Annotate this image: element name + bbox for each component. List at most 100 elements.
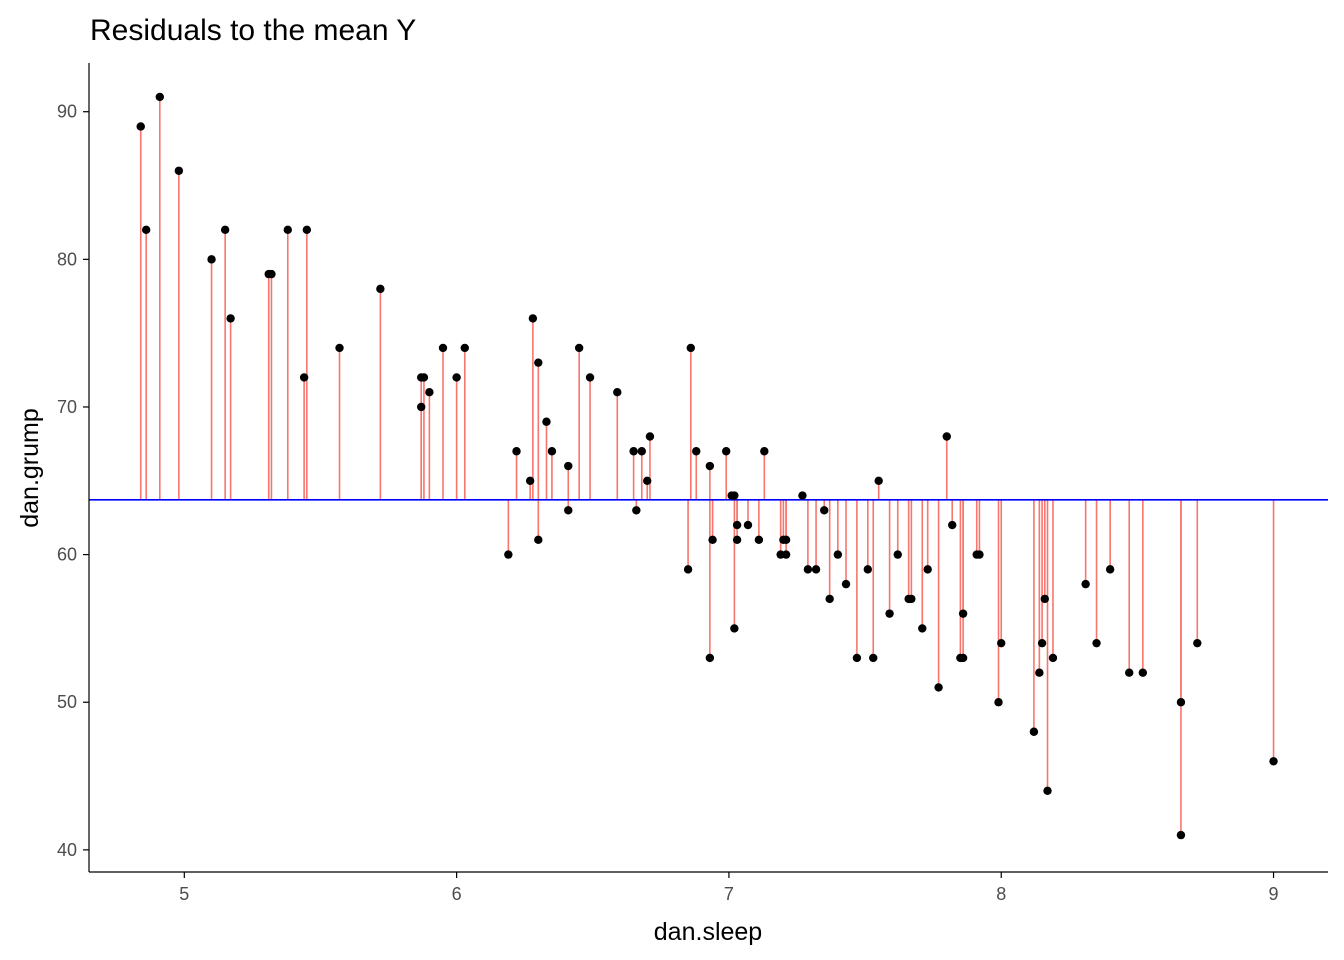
- data-point: [934, 683, 943, 692]
- data-point: [376, 284, 385, 294]
- data-point: [528, 314, 538, 323]
- data-point: [874, 476, 883, 485]
- data-point: [141, 225, 151, 235]
- data-point: [629, 447, 638, 456]
- data-point: [564, 506, 573, 515]
- data-point: [852, 653, 862, 663]
- data-point: [504, 550, 513, 559]
- data-point: [798, 491, 807, 500]
- residual-segments: [139, 96, 1275, 836]
- data-point: [632, 506, 641, 515]
- data-point: [1092, 638, 1101, 648]
- y-axis-ticks: 40 50 60 70 80 90: [57, 102, 89, 860]
- data-point: [220, 225, 230, 235]
- data-point: [1138, 668, 1148, 677]
- x-tick-label: 6: [452, 884, 462, 904]
- data-point: [425, 388, 434, 397]
- data-point: [885, 609, 894, 618]
- data-point: [686, 343, 695, 353]
- data-point: [833, 550, 843, 559]
- x-tick-label: 7: [724, 884, 734, 904]
- data-point: [923, 565, 932, 574]
- data-point: [207, 255, 216, 264]
- y-tick-label: 40: [57, 840, 77, 860]
- data-point: [1048, 653, 1058, 663]
- data-point: [692, 447, 701, 456]
- y-tick-label: 80: [57, 249, 77, 269]
- data-point: [705, 653, 715, 663]
- data-point: [743, 520, 753, 530]
- data-point: [732, 535, 742, 545]
- data-point: [1037, 638, 1047, 648]
- y-axis-title: dan.grump: [16, 408, 44, 528]
- x-tick-label: 5: [179, 884, 189, 904]
- data-point: [525, 476, 535, 485]
- data-point: [136, 122, 145, 131]
- data-point: [994, 698, 1003, 707]
- data-point: [1029, 727, 1039, 736]
- data-point: [1193, 638, 1202, 648]
- data-point: [708, 535, 717, 545]
- data-point: [267, 269, 276, 279]
- data-point: [1040, 594, 1050, 604]
- data-point: [283, 225, 292, 235]
- data-point: [613, 388, 622, 397]
- data-point: [730, 491, 739, 500]
- data-point: [820, 506, 829, 515]
- data-point: [637, 447, 646, 456]
- x-axis-ticks: 5 6 7 8 9: [179, 872, 1279, 904]
- data-point: [1269, 757, 1278, 766]
- data-point: [893, 550, 902, 559]
- data-point: [730, 624, 739, 633]
- data-point: [705, 461, 715, 471]
- data-point: [811, 565, 821, 574]
- data-point: [1043, 786, 1052, 796]
- data-point: [1081, 579, 1090, 589]
- data-point: [643, 476, 652, 485]
- data-point: [1176, 698, 1186, 707]
- data-point: [907, 594, 916, 604]
- data-point: [863, 565, 872, 574]
- data-point: [585, 373, 595, 382]
- x-tick-label: 9: [1269, 884, 1279, 904]
- data-point: [335, 343, 344, 353]
- data-point: [534, 358, 543, 367]
- data-point: [683, 565, 693, 574]
- data-point: [564, 461, 573, 471]
- data-point: [754, 535, 764, 545]
- data-point: [781, 550, 791, 559]
- data-point: [918, 624, 927, 633]
- x-tick-label: 8: [996, 884, 1006, 904]
- data-point: [542, 417, 551, 426]
- data-point: [452, 373, 461, 382]
- chart-title: Residuals to the mean Y: [90, 14, 416, 47]
- data-point: [419, 373, 429, 382]
- data-point: [722, 447, 731, 456]
- data-point: [1105, 565, 1115, 574]
- data-point: [174, 166, 184, 175]
- data-point: [1176, 830, 1186, 840]
- data-point: [841, 579, 851, 589]
- data-point: [645, 432, 655, 441]
- data-point: [438, 343, 448, 353]
- data-point: [958, 653, 968, 663]
- data-point: [825, 594, 834, 604]
- data-point: [948, 520, 957, 530]
- y-tick-label: 60: [57, 545, 77, 565]
- data-point: [574, 343, 584, 353]
- x-axis-title: dan.sleep: [654, 918, 762, 946]
- data-point: [534, 535, 543, 545]
- data-point: [417, 402, 426, 412]
- data-point: [958, 609, 968, 618]
- data-point: [302, 225, 312, 235]
- data-point: [732, 520, 742, 530]
- data-point: [1125, 668, 1134, 677]
- data-point: [869, 653, 878, 663]
- data-point: [1035, 668, 1044, 677]
- y-tick-label: 70: [57, 397, 77, 417]
- data-point: [460, 343, 469, 353]
- data-point: [760, 447, 769, 456]
- data-point: [803, 565, 813, 574]
- data-point: [299, 373, 309, 382]
